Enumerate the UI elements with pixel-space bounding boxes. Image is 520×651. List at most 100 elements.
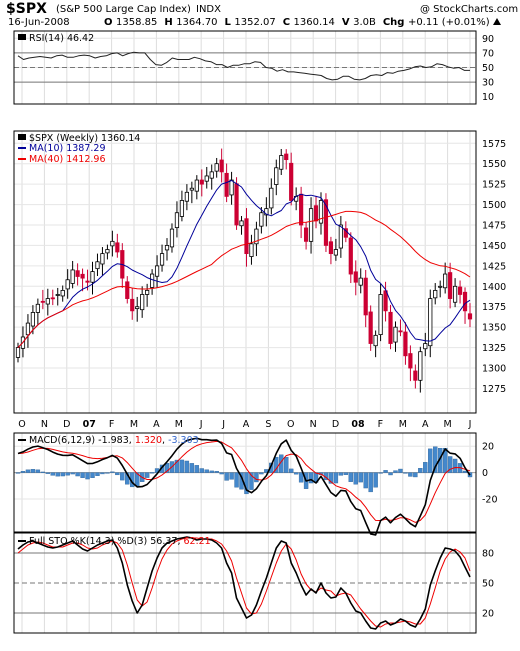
macd-histogram-bar bbox=[333, 472, 339, 484]
macd-histogram-bar bbox=[234, 472, 239, 488]
price-candle-body bbox=[169, 228, 175, 248]
price-candle-body bbox=[179, 200, 185, 217]
macd-histogram-bar bbox=[308, 472, 314, 484]
price-candle-body bbox=[452, 285, 458, 303]
price-candle-body bbox=[462, 291, 468, 312]
x-axis-label: N bbox=[41, 419, 48, 430]
change-value: +0.11 (+0.01%) bbox=[407, 17, 490, 28]
price-candle-body bbox=[264, 208, 269, 216]
price-candle-body bbox=[204, 175, 209, 182]
macd-histogram-bar bbox=[120, 472, 125, 481]
price-candle-body bbox=[318, 200, 324, 224]
macd-histogram-bar bbox=[25, 469, 31, 473]
macd-histogram-bar bbox=[343, 472, 349, 475]
macd-label: MACD(6,12,9) -1.983, 1.320, -3.303 bbox=[29, 435, 199, 446]
price-candle-body bbox=[418, 351, 423, 381]
price-candle-body bbox=[323, 199, 329, 246]
macd-histogram-bar bbox=[442, 447, 448, 473]
macd-histogram-bar bbox=[452, 458, 458, 473]
price-candle-body bbox=[269, 187, 274, 209]
high-value: 1364.70 bbox=[176, 17, 218, 28]
price-tick-label: 1575 bbox=[482, 139, 506, 150]
macd-histogram-bar bbox=[284, 456, 289, 473]
price-candle-body bbox=[130, 298, 135, 312]
macd-histogram-bar bbox=[45, 472, 51, 474]
price-tick-label: 1450 bbox=[482, 241, 506, 252]
macd-histogram-bar bbox=[418, 468, 423, 473]
price-candle-body bbox=[214, 163, 219, 172]
macd-histogram-bar bbox=[293, 472, 299, 475]
rsi-tick-label: 90 bbox=[482, 34, 494, 45]
rsi-tick-label: 30 bbox=[482, 78, 494, 89]
price-candle-body bbox=[378, 294, 383, 336]
macd-histogram-bar bbox=[328, 472, 334, 484]
macd-histogram-bar bbox=[274, 456, 279, 473]
price-candle-body bbox=[110, 240, 115, 247]
price-candle-body bbox=[35, 303, 40, 313]
price-candle-body bbox=[65, 279, 70, 290]
price-candle-body bbox=[284, 153, 289, 161]
price-candle-body bbox=[249, 243, 254, 257]
macd-histogram-bar bbox=[368, 472, 373, 493]
price-candle-body bbox=[457, 286, 463, 295]
price-candle-body bbox=[125, 281, 130, 299]
price-candle-body bbox=[95, 261, 100, 270]
low-label: L bbox=[224, 17, 231, 28]
price-candle-body bbox=[70, 269, 75, 284]
macd-histogram-bar bbox=[60, 472, 65, 477]
price-candle-body bbox=[289, 162, 294, 201]
macd-histogram-bar bbox=[144, 472, 150, 478]
open-label: O bbox=[104, 17, 113, 28]
price-tick-label: 1325 bbox=[482, 343, 506, 354]
x-axis-label: M bbox=[130, 419, 138, 430]
macd-histogram-bar bbox=[35, 469, 41, 473]
price-candle-body bbox=[90, 271, 95, 283]
macd-histogram-bar bbox=[393, 470, 398, 473]
price-candle-body bbox=[413, 370, 418, 381]
price-candle-body bbox=[224, 172, 229, 197]
sto-tick-label: 80 bbox=[482, 549, 494, 560]
rsi-line bbox=[17, 51, 470, 81]
x-axis-label: A bbox=[153, 419, 160, 430]
macd-histogram-bar bbox=[199, 468, 204, 473]
price-candle-body bbox=[403, 331, 408, 357]
price-candle-body bbox=[328, 241, 334, 255]
price-candle-body bbox=[443, 273, 448, 289]
price-candle-body bbox=[373, 334, 378, 347]
ma10-label: MA(10) 1387.29 bbox=[29, 143, 106, 154]
price-candle-body bbox=[15, 347, 21, 358]
price-candle-body bbox=[408, 353, 413, 369]
macd-histogram-bar bbox=[229, 472, 234, 480]
price-candle-body bbox=[80, 273, 85, 279]
sto-label: Full STO %K(14,3) %D(3) 56.37, 62.21 bbox=[29, 536, 211, 547]
x-axis-label: O bbox=[18, 419, 25, 430]
price-candle-body bbox=[303, 227, 309, 242]
price-candle-body bbox=[199, 179, 204, 185]
price-candle-body bbox=[115, 242, 120, 253]
x-axis-label: M bbox=[399, 419, 407, 430]
price-candle-body bbox=[279, 155, 284, 170]
price-tick-label: 1500 bbox=[482, 200, 506, 211]
macd-histogram-bar bbox=[40, 471, 46, 473]
x-axis-label: F bbox=[109, 419, 114, 430]
x-axis-label: O bbox=[287, 419, 294, 430]
macd-histogram-bar bbox=[194, 465, 200, 473]
macd-histogram-bar bbox=[65, 472, 70, 476]
price-candle-body bbox=[174, 212, 180, 229]
price-candle-body bbox=[433, 289, 438, 299]
macd-histogram-bar bbox=[403, 472, 408, 474]
macd-histogram-bar bbox=[373, 472, 378, 488]
high-label: H bbox=[164, 17, 173, 28]
macd-histogram-bar bbox=[254, 472, 259, 483]
x-axis-label: D bbox=[332, 419, 339, 430]
macd-value-macd: -1.983, bbox=[98, 435, 135, 446]
macd-histogram-bar bbox=[179, 459, 185, 473]
close-label: C bbox=[282, 17, 291, 28]
price-candle-body bbox=[363, 277, 368, 316]
price-candle-body bbox=[254, 228, 259, 245]
price-candle-body bbox=[164, 245, 170, 251]
price-candle-body bbox=[338, 224, 343, 249]
price-candle-body bbox=[308, 208, 314, 242]
